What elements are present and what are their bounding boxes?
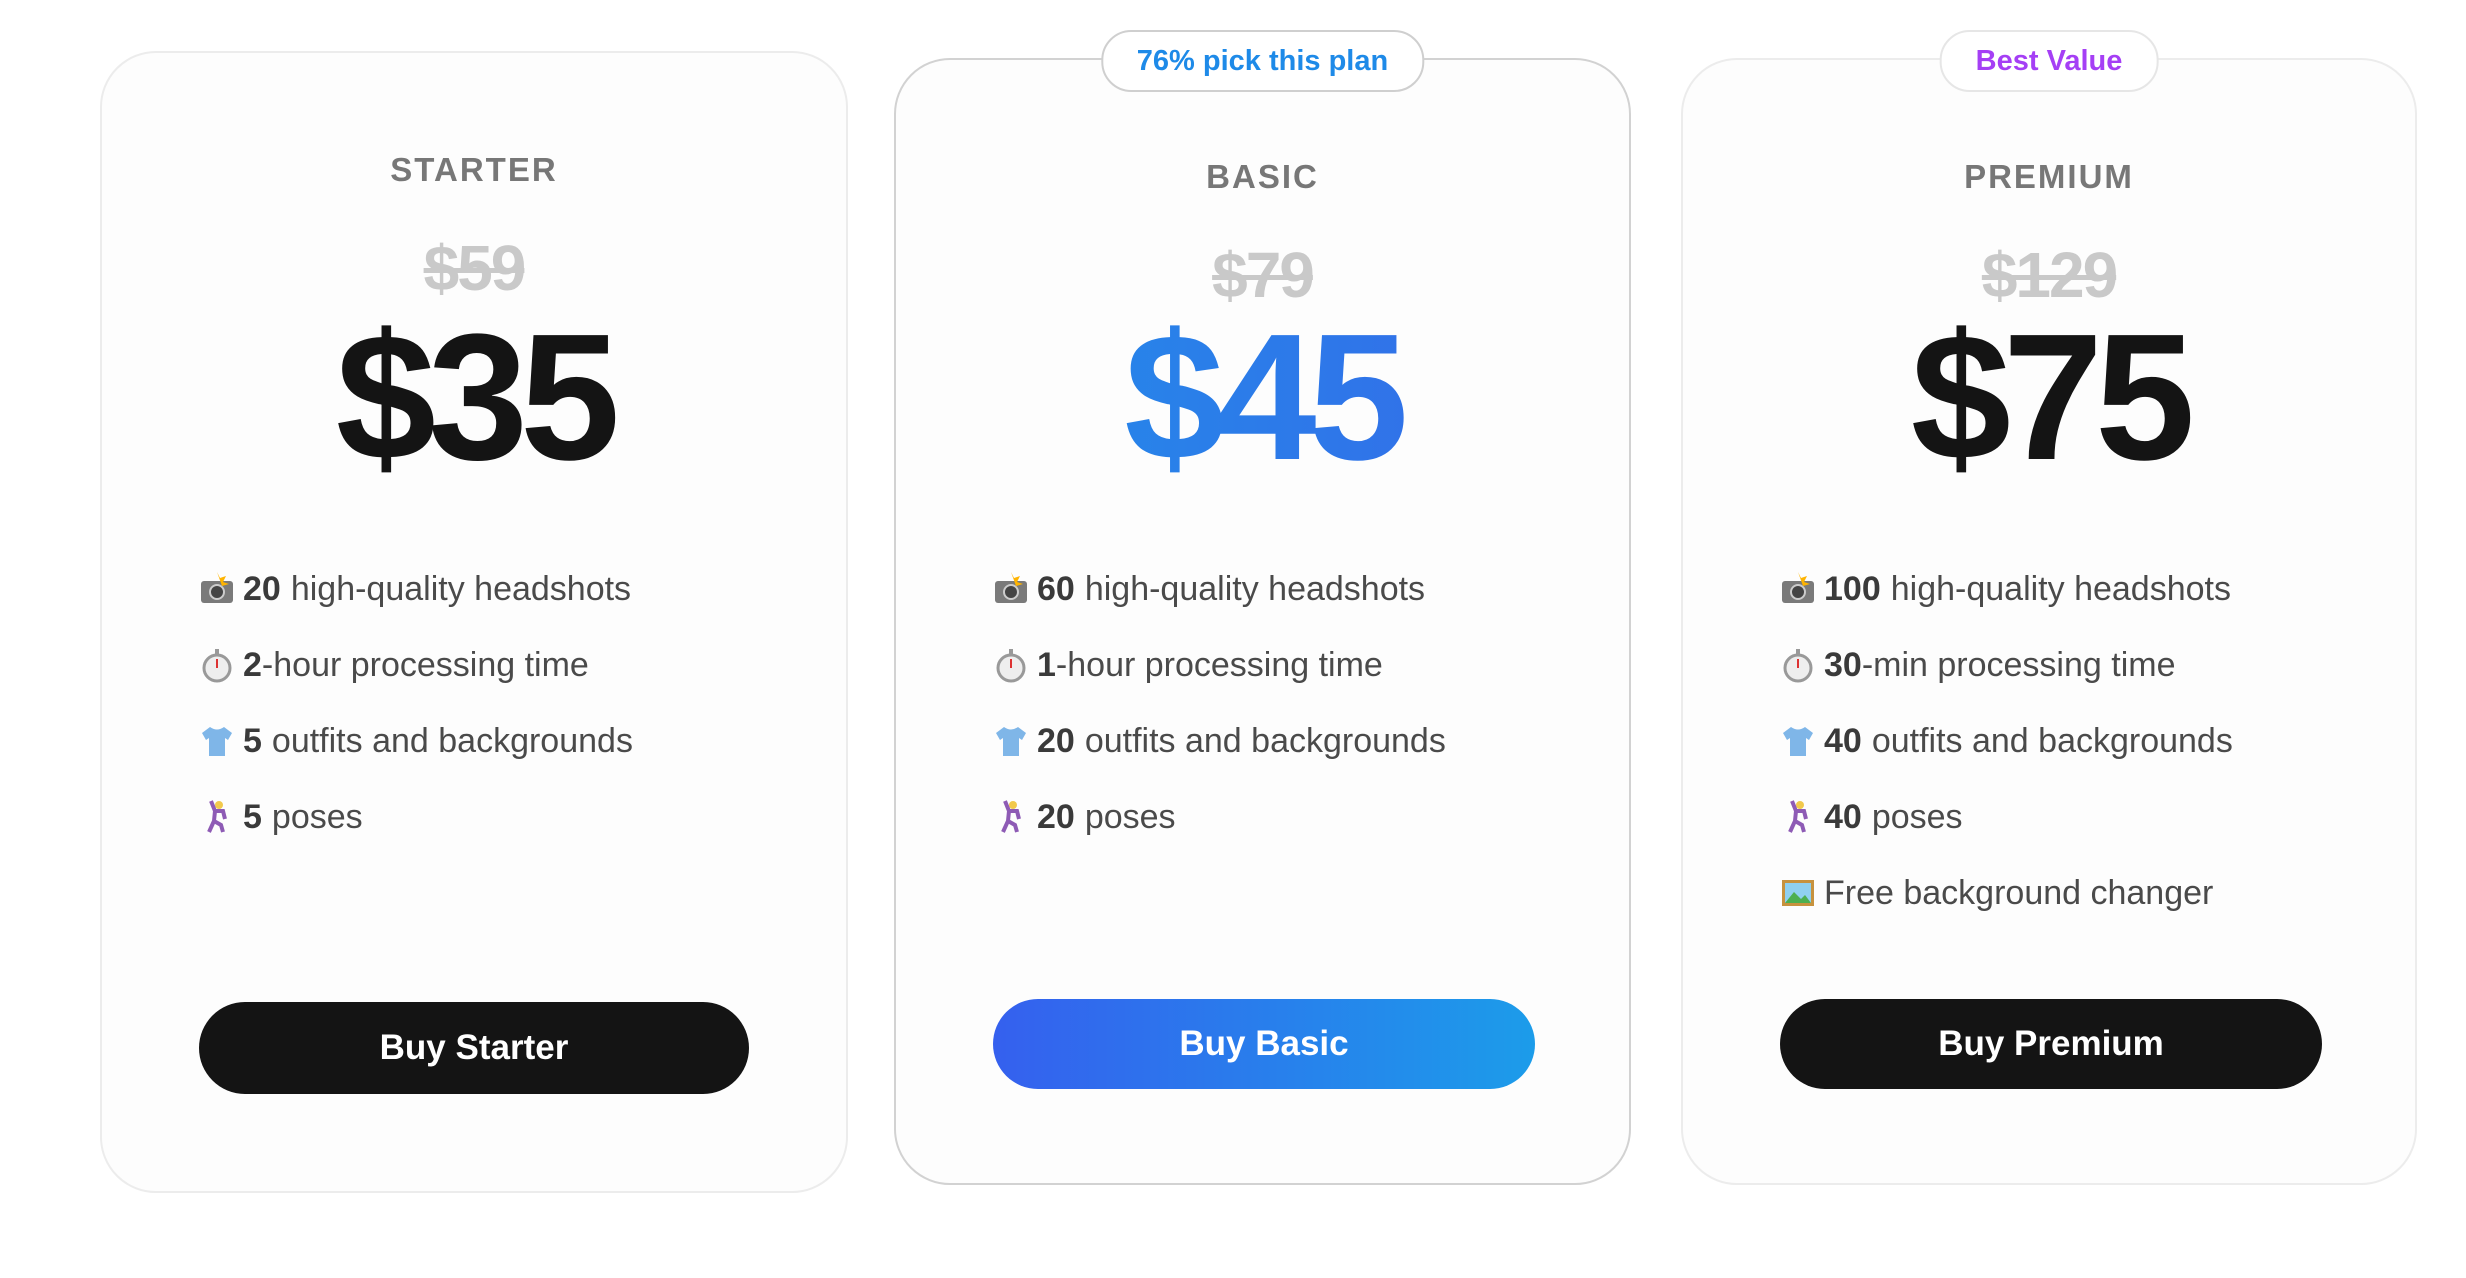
original-price: $59: [423, 232, 527, 304]
feature-item: 60 high-quality headshots: [993, 551, 1609, 627]
plan-card-starter: STARTER $59 $35 20 high-quality headshots…: [100, 51, 848, 1193]
feature-item: Free background changer: [1780, 855, 2395, 931]
feature-text: high-quality headshots: [1890, 569, 2231, 608]
feature-count: 1: [1037, 645, 1056, 684]
feature-item: 20 high-quality headshots: [199, 551, 826, 627]
feature-count: 20: [1037, 721, 1075, 760]
dancer-icon: [993, 799, 1029, 835]
buy-premium-button[interactable]: Buy Premium: [1780, 999, 2322, 1089]
feature-text: outfits and backgrounds: [1084, 721, 1446, 760]
feature-item: 20 poses: [993, 779, 1609, 855]
feature-item: 2 -hour processing time: [199, 627, 826, 703]
feature-text: high-quality headshots: [1084, 569, 1426, 608]
plan-card-premium: Best Value PREMIUM $129 $75 100 high-qual…: [1681, 30, 2417, 1185]
dancer-icon: [199, 799, 235, 835]
feature-text: Free background changer: [1824, 873, 2214, 912]
plan-title: PREMIUM: [1964, 158, 2134, 195]
feature-count: 60: [1037, 569, 1075, 608]
feature-item: 40 outfits and backgrounds: [1780, 703, 2395, 779]
feature-list: 20 high-quality headshots 2 -hour processi…: [199, 551, 826, 855]
feature-text: outfits and backgrounds: [271, 721, 633, 760]
popularity-badge: 76% pick this plan: [1100, 30, 1425, 92]
feature-text: poses: [271, 797, 363, 836]
stopwatch-icon: [199, 647, 235, 683]
feature-count: 20: [1037, 797, 1075, 836]
feature-item: 40 poses: [1780, 779, 2395, 855]
feature-text: poses: [1871, 797, 1963, 836]
stopwatch-icon: [1780, 647, 1816, 683]
feature-list: 100 high-quality headshots 30 -min process…: [1780, 551, 2395, 931]
camera-flash-icon: [993, 571, 1029, 607]
feature-text: poses: [1084, 797, 1176, 836]
feature-item: 100 high-quality headshots: [1780, 551, 2395, 627]
feature-count: 5: [243, 797, 262, 836]
feature-count: 40: [1824, 797, 1862, 836]
original-price: $79: [1212, 239, 1315, 311]
plan-title: BASIC: [1206, 158, 1319, 195]
shirt-icon: [1780, 723, 1816, 759]
feature-text: -hour processing time: [1055, 645, 1383, 684]
plan-price: $75: [1910, 297, 2195, 498]
feature-count: 20: [243, 569, 281, 608]
buy-starter-button[interactable]: Buy Starter: [199, 1002, 749, 1094]
plan-title: STARTER: [390, 151, 558, 188]
feature-text: high-quality headshots: [290, 569, 632, 608]
feature-item: 5 outfits and backgrounds: [199, 703, 826, 779]
framed-picture-icon: [1780, 875, 1816, 911]
feature-item: 5 poses: [199, 779, 826, 855]
shirt-icon: [199, 723, 235, 759]
original-price: $129: [1981, 239, 2118, 311]
feature-count: 5: [243, 721, 262, 760]
plan-price: $45: [896, 308, 1629, 488]
plan-card-basic: 76% pick this plan BASIC $79 $45 60 high-…: [894, 30, 1631, 1185]
feature-count: 2: [243, 645, 262, 684]
feature-item: 1 -hour processing time: [993, 627, 1609, 703]
feature-text: -min processing time: [1861, 645, 2176, 684]
feature-list: 60 high-quality headshots 1 -hour processi…: [993, 551, 1609, 855]
buy-basic-button[interactable]: Buy Basic: [993, 999, 1535, 1089]
plan-price: $35: [335, 297, 620, 498]
best-value-badge: Best Value: [1939, 30, 2159, 92]
feature-item: 30 -min processing time: [1780, 627, 2395, 703]
shirt-icon: [993, 723, 1029, 759]
camera-flash-icon: [1780, 571, 1816, 607]
feature-count: 30: [1824, 645, 1862, 684]
dancer-icon: [1780, 799, 1816, 835]
stopwatch-icon: [993, 647, 1029, 683]
feature-count: 100: [1824, 569, 1881, 608]
feature-count: 40: [1824, 721, 1862, 760]
feature-text: -hour processing time: [261, 645, 589, 684]
feature-item: 20 outfits and backgrounds: [993, 703, 1609, 779]
camera-flash-icon: [199, 571, 235, 607]
feature-text: outfits and backgrounds: [1871, 721, 2233, 760]
